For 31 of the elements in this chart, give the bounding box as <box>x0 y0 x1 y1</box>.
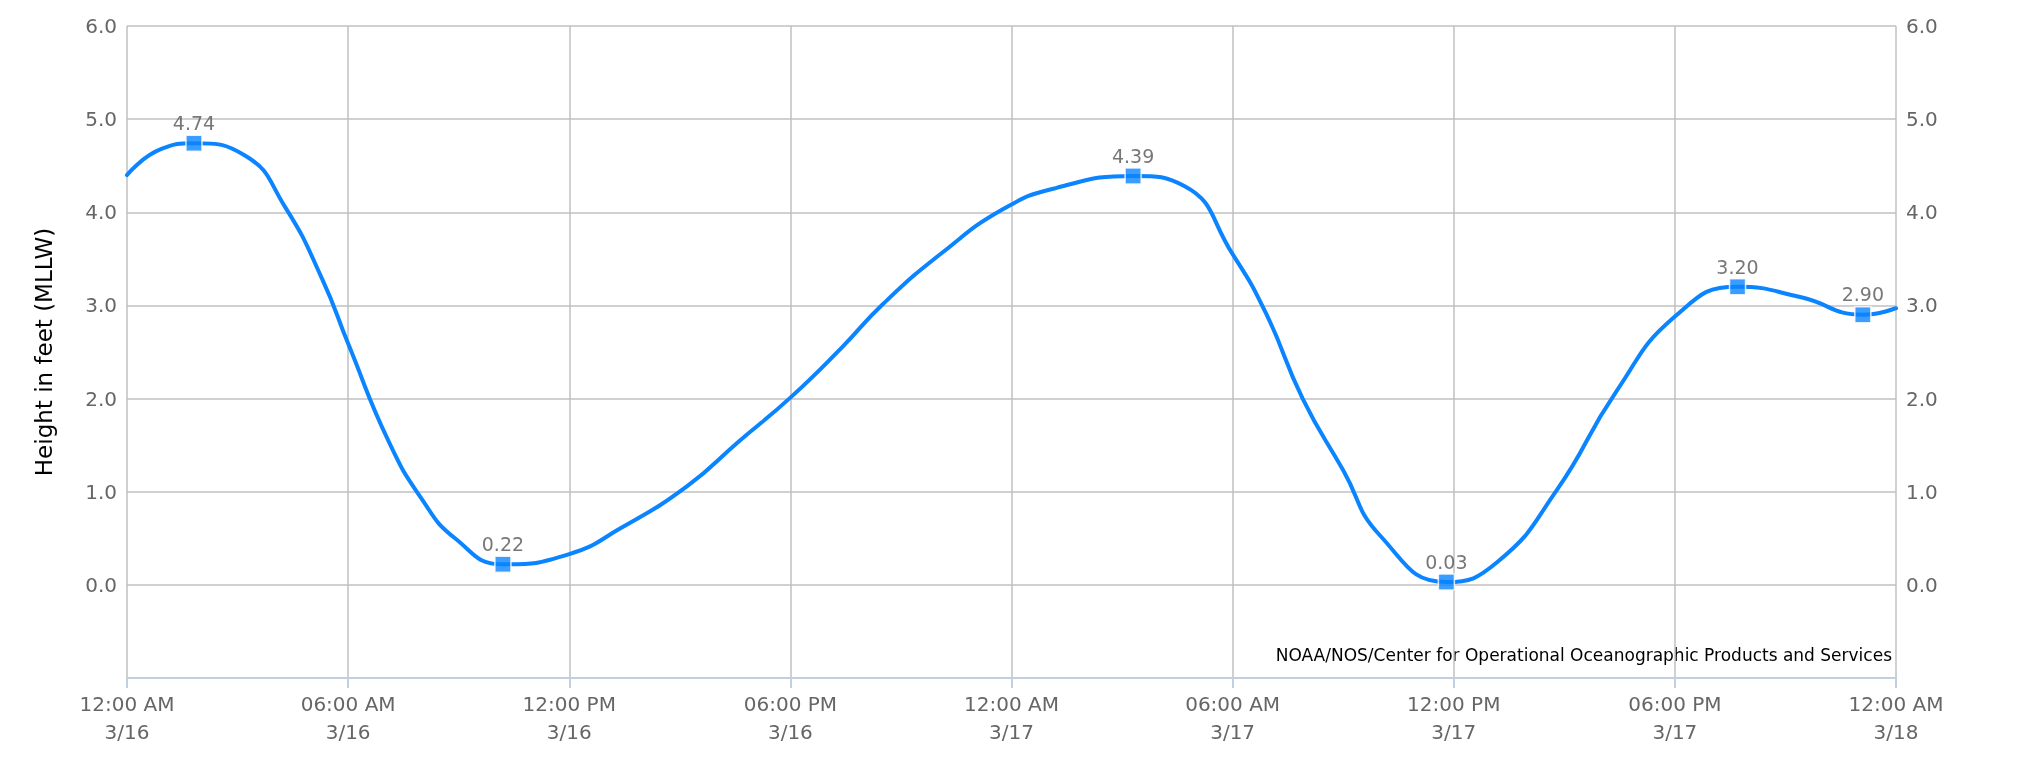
x-tick-label: 06:00 AM 3/17 <box>1185 692 1281 744</box>
y-tick-label: 0.0 <box>85 572 117 597</box>
x-tick-label: 06:00 PM 3/16 <box>743 692 838 744</box>
x-tick-label: 12:00 AM 3/18 <box>1848 692 1944 744</box>
data-label: 0.22 <box>481 533 525 556</box>
data-label: 4.39 <box>1111 144 1155 167</box>
y2-tick-label: 6.0 <box>1906 14 1938 38</box>
x-tick-label: 12:00 PM 3/16 <box>522 692 616 744</box>
y-tick-label: 2.0 <box>85 386 117 411</box>
x-tick-label: 12:00 AM 3/17 <box>964 692 1059 744</box>
x-tick-label: 12:00 PM 3/17 <box>1407 692 1501 744</box>
y2-tick-label: 2.0 <box>1906 386 1938 411</box>
y-tick-label: 4.0 <box>85 200 117 225</box>
y-tick-label: 6.0 <box>85 14 117 38</box>
y-tick-label: 1.0 <box>85 479 117 504</box>
y2-tick-label: 1.0 <box>1906 479 1938 504</box>
x-tick-label: 06:00 PM 3/17 <box>1628 692 1722 744</box>
data-label: 3.20 <box>1716 255 1759 278</box>
data-label: 2.90 <box>1841 283 1884 306</box>
y-axis-title: Height in feet (MLLW) <box>30 227 57 477</box>
annotation: NOAA/NOS/Center for Operational Oceanographic Products and Services <box>1275 644 1893 665</box>
y2-tick-label: 4.0 <box>1906 200 1938 225</box>
y2-tick-label: 3.0 <box>1906 293 1938 318</box>
y-tick-label: 3.0 <box>85 293 117 318</box>
y2-tick-label: 5.0 <box>1906 107 1938 132</box>
data-label: 4.74 <box>172 112 216 135</box>
y-tick-label: 5.0 <box>85 107 117 132</box>
x-tick-label: 06:00 AM 3/16 <box>300 692 396 744</box>
x-tick-label: 12:00 AM 3/16 <box>79 692 175 744</box>
data-label: 0.03 <box>1425 550 1468 573</box>
y2-tick-label: 0.0 <box>1906 572 1938 597</box>
